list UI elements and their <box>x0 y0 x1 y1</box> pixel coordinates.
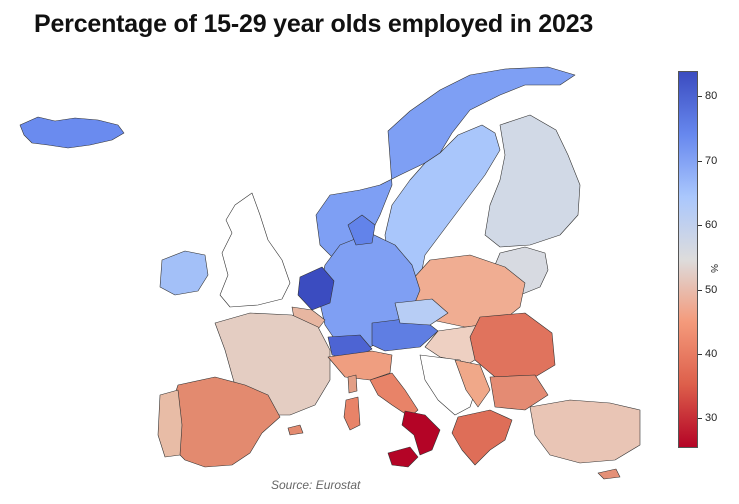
region-corsica <box>347 374 358 394</box>
region-sweden <box>384 124 501 294</box>
region-netherlands <box>297 266 335 311</box>
tick-label-70: 70 <box>705 155 718 167</box>
region-ireland <box>159 250 209 296</box>
tick-mark <box>698 161 702 162</box>
region-cyprus <box>597 468 621 480</box>
region-portugal <box>157 389 183 458</box>
tick-mark <box>698 290 702 291</box>
colorbar: 80 70 60 50 40 30 % <box>672 68 732 454</box>
europe-map-svg <box>19 66 641 480</box>
tick-label-40: 40 <box>705 348 718 360</box>
tick-label-50: 50 <box>705 284 718 296</box>
region-balearic <box>287 424 304 436</box>
region-bulgaria <box>489 374 549 411</box>
region-czechia <box>394 298 449 326</box>
region-sardinia <box>343 396 361 431</box>
tick-mark <box>698 354 702 355</box>
region-greece <box>451 409 513 466</box>
tick-label-30: 30 <box>705 412 718 424</box>
region-turkey <box>529 399 641 464</box>
region-romania <box>469 312 556 381</box>
region-italy-south <box>401 410 441 456</box>
tick-mark <box>698 418 702 419</box>
tick-label-80: 80 <box>705 90 718 102</box>
map-title: Percentage of 15-29 year olds employed i… <box>34 10 594 38</box>
region-finland <box>484 114 581 248</box>
tick-mark <box>698 96 702 97</box>
source-note: Source: Eurostat <box>271 478 361 492</box>
region-uk <box>219 192 291 308</box>
tick-label-60: 60 <box>705 219 718 231</box>
region-italy-north <box>327 350 393 381</box>
region-serbia <box>454 359 491 408</box>
region-denmark <box>347 214 376 246</box>
region-iceland <box>19 116 125 149</box>
region-sicily <box>387 446 419 468</box>
choropleth-map <box>0 55 660 480</box>
region-italy-centre <box>369 372 419 418</box>
colorbar-gradient <box>678 71 698 448</box>
tick-mark <box>698 225 702 226</box>
colorbar-unit: % <box>708 264 719 273</box>
